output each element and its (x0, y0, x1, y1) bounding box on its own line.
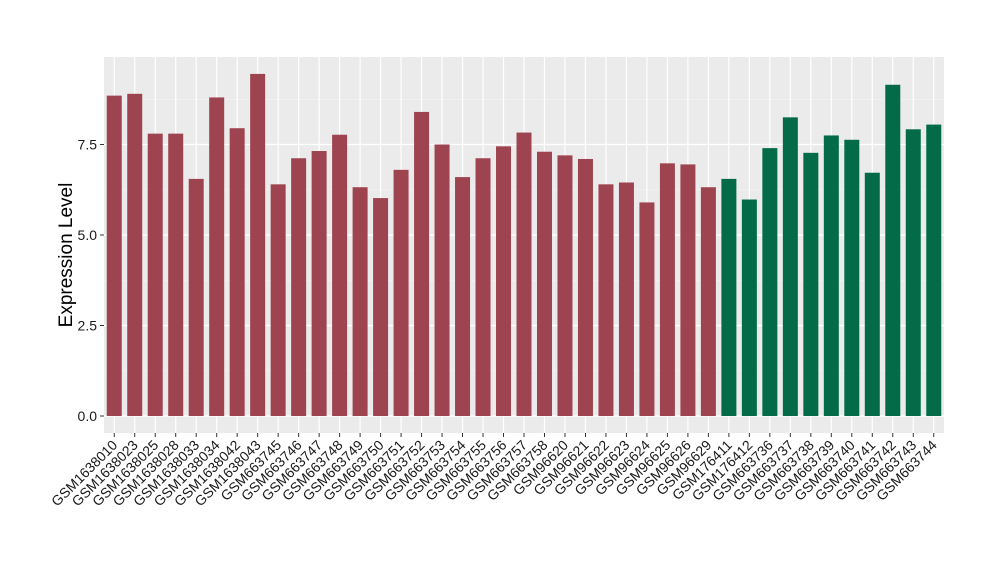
bar-GSM96623 (618, 182, 634, 416)
bar-GSM96626 (680, 164, 696, 416)
bar-GSM663750 (373, 198, 389, 416)
bar-GSM663739 (823, 135, 839, 416)
bar-GSM176411 (721, 178, 737, 416)
bar-GSM663749 (352, 187, 368, 416)
bar-GSM663740 (844, 139, 860, 416)
bar-GSM663737 (782, 117, 798, 416)
y-tick-label: 0.0 (78, 408, 98, 424)
bar-GSM663751 (393, 169, 409, 416)
bar-GSM663742 (885, 84, 901, 417)
bar-GSM663754 (455, 177, 471, 416)
bar-GSM1638023 (127, 93, 143, 416)
bar-GSM663748 (332, 134, 348, 416)
bar-GSM96622 (598, 184, 614, 416)
bar-GSM96629 (700, 187, 716, 416)
bar-GSM1638028 (168, 133, 184, 416)
bar-GSM96620 (557, 155, 573, 417)
y-tick-label: 5.0 (78, 227, 98, 243)
x-axis: GSM1638010GSM1638023GSM1638025GSM1638028… (48, 433, 940, 509)
bar-GSM663741 (864, 172, 880, 416)
bar-GSM663747 (311, 151, 327, 417)
bar-GSM663757 (516, 132, 532, 416)
y-axis-title: Expression Level (56, 183, 77, 328)
bar-GSM663752 (414, 111, 430, 417)
bar-GSM96621 (577, 158, 593, 417)
bar-GSM663756 (496, 146, 512, 416)
y-tick-label: 2.5 (78, 318, 98, 334)
bar-GSM1638034 (209, 97, 225, 416)
bar-GSM663743 (905, 129, 921, 416)
bar-GSM1638025 (147, 133, 163, 416)
bar-GSM1638042 (229, 128, 245, 416)
y-axis: 0.0 2.5 5.0 7.5 (78, 137, 104, 424)
bar-GSM663746 (291, 158, 307, 417)
bar-GSM96624 (639, 202, 655, 416)
bar-GSM663736 (762, 148, 778, 416)
bar-GSM663758 (536, 151, 552, 417)
bars (106, 73, 942, 417)
bar-GSM176412 (741, 199, 757, 416)
bar-GSM663755 (475, 158, 491, 417)
bar-GSM96625 (659, 163, 675, 416)
bar-GSM663738 (803, 152, 819, 417)
bar-GSM663745 (270, 184, 286, 416)
bar-GSM1638043 (250, 73, 266, 416)
bar-GSM1638010 (106, 95, 122, 416)
bar-GSM663744 (926, 124, 942, 416)
bar-GSM663753 (434, 144, 450, 416)
y-tick-label: 7.5 (78, 137, 98, 153)
bar-GSM1638033 (188, 178, 204, 416)
